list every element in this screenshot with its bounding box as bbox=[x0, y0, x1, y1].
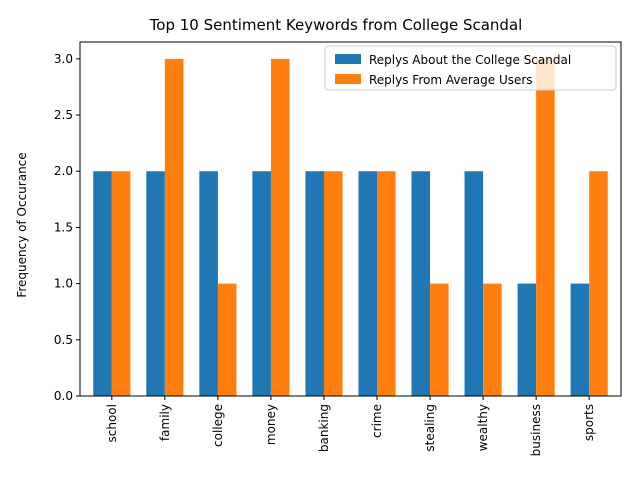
y-tick-label: 2.5 bbox=[54, 108, 73, 122]
legend-label: Replys About the College Scandal bbox=[369, 53, 571, 67]
y-axis-label: Frequency of Occurance bbox=[15, 152, 29, 297]
x-tick-label-crime: crime bbox=[370, 404, 384, 438]
x-tick-label-school: school bbox=[105, 404, 119, 442]
legend-label: Replys From Average Users bbox=[369, 73, 533, 87]
chart-title: Top 10 Sentiment Keywords from College S… bbox=[149, 16, 523, 34]
legend-box bbox=[324, 45, 617, 91]
legend-swatch bbox=[335, 74, 361, 84]
bar-scandal-money bbox=[252, 171, 271, 396]
y-tick-label: 2.0 bbox=[54, 164, 73, 178]
x-tick-label-college: college bbox=[211, 404, 225, 447]
bar-average-school bbox=[111, 171, 131, 396]
bar-scandal-sports bbox=[570, 283, 590, 396]
x-tick-label-banking: banking bbox=[317, 404, 331, 452]
legend-swatch bbox=[335, 54, 361, 64]
bar-average-sports bbox=[589, 171, 608, 396]
bar-average-family bbox=[164, 58, 184, 397]
x-tick-label-family: family bbox=[158, 404, 172, 441]
x-tick-label-wealthy: wealthy bbox=[476, 404, 490, 451]
bar-average-crime bbox=[377, 171, 396, 396]
x-tick-label-sports: sports bbox=[582, 404, 596, 441]
bar-average-business bbox=[536, 58, 555, 397]
bar-scandal-school bbox=[93, 171, 112, 396]
plot-area: 0.0 0.5 1.0 1.5 2.0 2.5 3.0 school family college… bbox=[54, 41, 622, 456]
y-tick-label: 0.5 bbox=[54, 333, 73, 347]
bar-average-banking bbox=[323, 171, 343, 396]
bar-scandal-wealthy bbox=[464, 171, 484, 396]
y-tick-label: 3.0 bbox=[54, 52, 73, 66]
bar-average-wealthy bbox=[483, 283, 502, 396]
x-tick-label-stealing: stealing bbox=[423, 404, 437, 452]
bar-average-college bbox=[217, 283, 237, 396]
y-tick-label: 1.5 bbox=[54, 220, 73, 234]
bar-scandal-business bbox=[517, 283, 537, 396]
bar-scandal-stealing bbox=[411, 171, 431, 396]
x-tick-label-business: business bbox=[529, 404, 543, 456]
bar-scandal-college bbox=[199, 171, 218, 396]
legend: Replys About the College Scandal Replys F… bbox=[324, 45, 617, 91]
bar-scandal-family bbox=[146, 171, 165, 396]
y-tick-label: 1.0 bbox=[54, 277, 73, 291]
bar-scandal-banking bbox=[305, 171, 324, 396]
y-tick-label: 0.0 bbox=[54, 389, 73, 403]
bar-average-stealing bbox=[430, 283, 449, 396]
x-tick-label-money: money bbox=[264, 404, 278, 445]
bar-average-money bbox=[270, 58, 290, 397]
bar-scandal-crime bbox=[358, 171, 378, 396]
plot-frame bbox=[79, 41, 622, 397]
